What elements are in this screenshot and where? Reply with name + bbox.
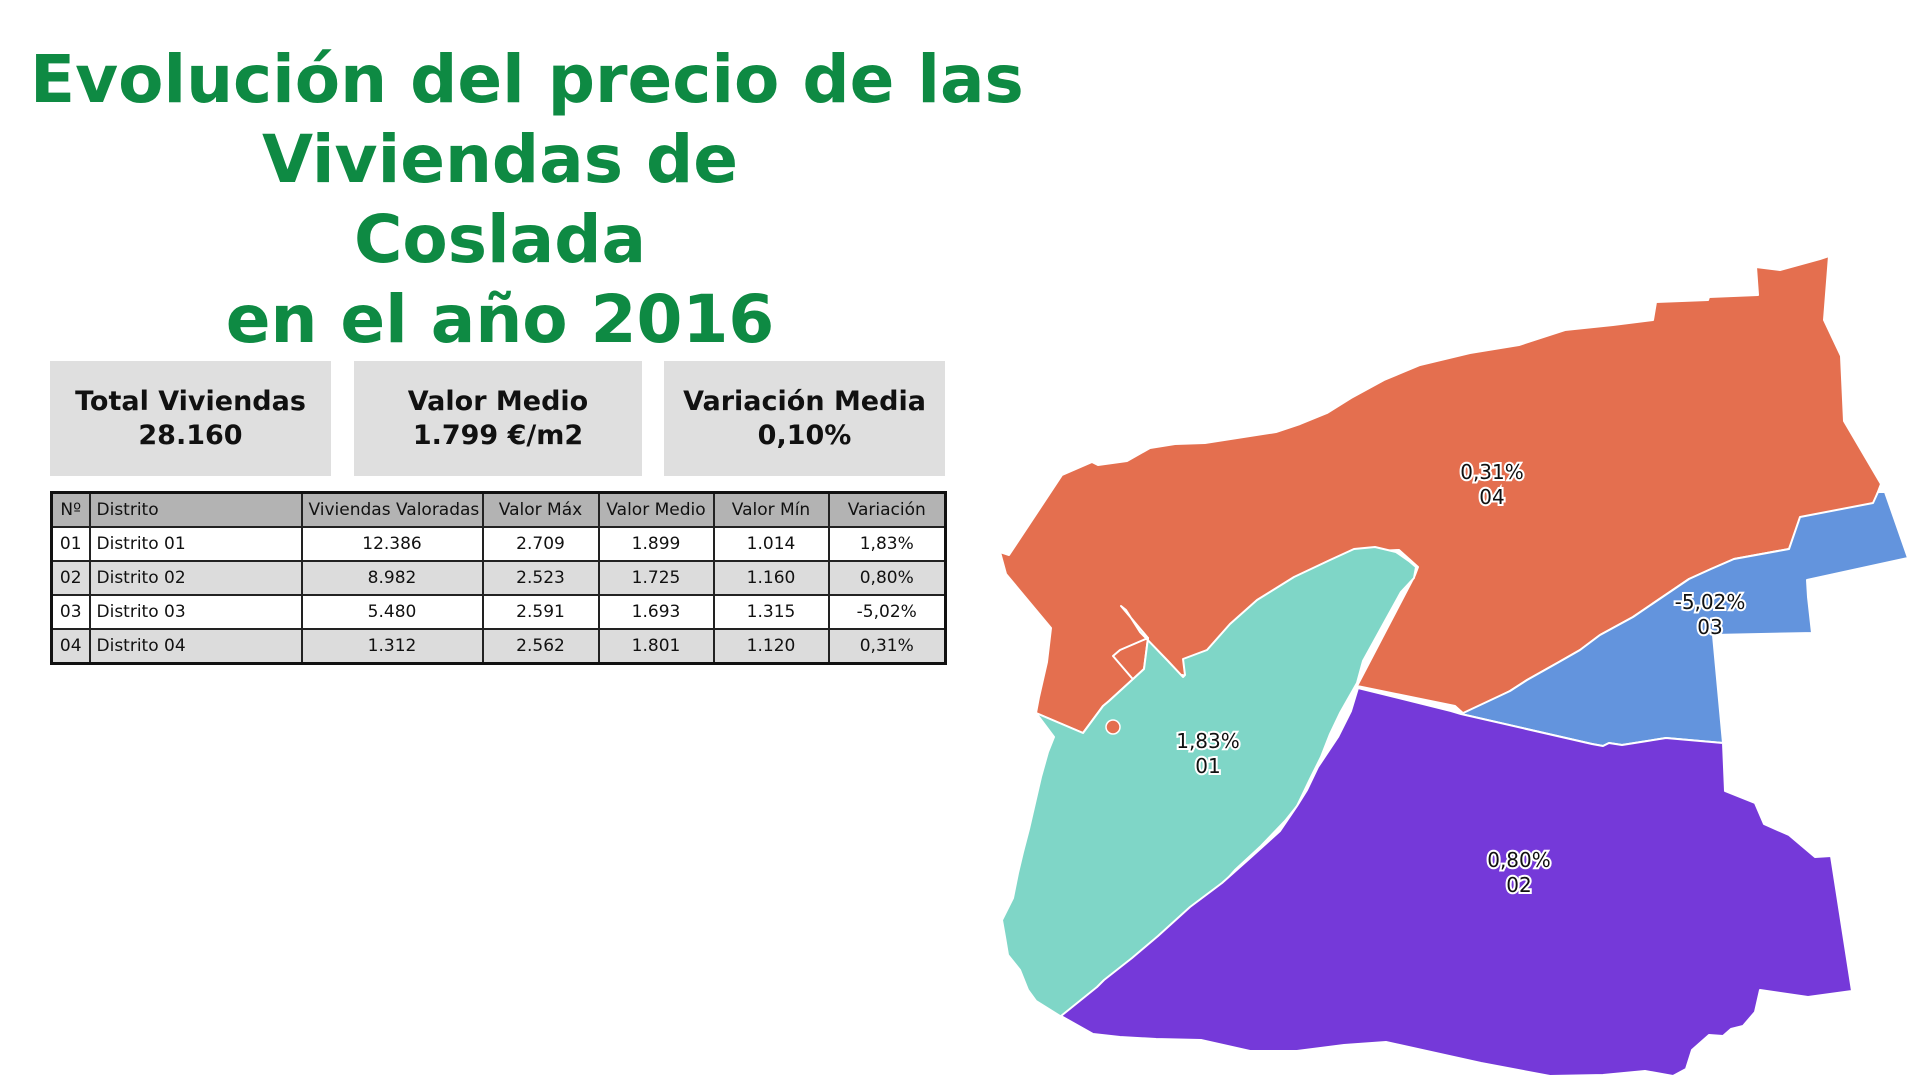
cell-num: 02	[50, 560, 91, 596]
cell-viviendas: 1.312	[300, 628, 484, 665]
table-header-row: Nº Distrito Viviendas Valoradas Valor Má…	[50, 491, 947, 528]
cell-variacion: 0,31%	[827, 628, 947, 665]
map-labels: 0,31% 04 -5,02% 03 1,83% 01 0,80% 02	[1174, 458, 1747, 899]
stat-valor-medio: Valor Medio 1.799 €/m2	[354, 361, 642, 476]
cell-valor-max: 2.562	[481, 628, 600, 665]
cell-valor-max: 2.709	[481, 526, 600, 562]
map-label-code-01: 01	[1195, 754, 1220, 778]
cell-valor-medio: 1.693	[597, 594, 715, 630]
page-title: Evolución del precio de las Viviendas de…	[30, 40, 1024, 360]
cell-variacion: -5,02%	[827, 594, 947, 630]
title-line-1: Evolución del precio de las	[30, 41, 1024, 118]
cell-valor-medio: 1.801	[597, 628, 715, 665]
title-line-3: Coslada	[353, 201, 646, 278]
header-variacion: Variación	[827, 491, 947, 528]
table-row: 04 Distrito 04 1.312 2.562 1.801 1.120 0…	[50, 628, 947, 665]
header-valor-min: Valor Mín	[712, 491, 830, 528]
map-label-variation-04: 0,31%	[1460, 460, 1524, 484]
cell-distrito: Distrito 03	[88, 594, 303, 630]
cell-valor-min: 1.160	[712, 560, 830, 596]
cell-distrito: Distrito 04	[88, 628, 303, 665]
header-valor-medio: Valor Medio	[597, 491, 715, 528]
map-label-code-02: 02	[1506, 873, 1531, 897]
map-label-variation-02: 0,80%	[1487, 848, 1551, 872]
stat-label: Valor Medio	[407, 385, 589, 417]
stat-total-viviendas: Total Viviendas 28.160	[50, 361, 331, 476]
stat-label: Variación Media	[683, 385, 926, 417]
header-valor-max: Valor Máx	[481, 491, 600, 528]
cell-num: 03	[50, 594, 91, 630]
stat-value: 28.160	[138, 419, 243, 451]
table-row: 02 Distrito 02 8.982 2.523 1.725 1.160 0…	[50, 560, 947, 596]
map-label-code-04: 04	[1479, 485, 1504, 509]
district-02-region	[1060, 687, 1853, 1077]
cell-viviendas: 12.386	[300, 526, 484, 562]
stat-value: 1.799 €/m2	[412, 419, 584, 451]
cell-valor-min: 1.014	[712, 526, 830, 562]
stat-variacion-media: Variación Media 0,10%	[664, 361, 945, 476]
road-roundabout-marker	[1105, 719, 1121, 735]
table-row: 01 Distrito 01 12.386 2.709 1.899 1.014 …	[50, 526, 947, 562]
cell-distrito: Distrito 01	[88, 526, 303, 562]
cell-valor-max: 2.523	[481, 560, 600, 596]
cell-variacion: 1,83%	[827, 526, 947, 562]
map-label-code-03: 03	[1697, 615, 1722, 639]
map-label-variation-03: -5,02%	[1675, 590, 1746, 614]
district-01-region	[1001, 546, 1417, 1019]
table-row: 03 Distrito 03 5.480 2.591 1.693 1.315 -…	[50, 594, 947, 630]
cell-valor-max: 2.591	[481, 594, 600, 630]
header-num: Nº	[50, 491, 91, 528]
district-04-region	[999, 255, 1882, 734]
stat-label: Total Viviendas	[75, 385, 306, 417]
header-distrito: Distrito	[88, 491, 303, 528]
cell-variacion: 0,80%	[827, 560, 947, 596]
title-line-2: Viviendas de	[262, 121, 738, 198]
cell-valor-min: 1.120	[712, 628, 830, 665]
districts-table: Nº Distrito Viviendas Valoradas Valor Má…	[50, 491, 947, 665]
cell-distrito: Distrito 02	[88, 560, 303, 596]
cell-viviendas: 5.480	[300, 594, 484, 630]
header-viviendas: Viviendas Valoradas	[300, 491, 484, 528]
stat-value: 0,10%	[757, 419, 852, 451]
cell-viviendas: 8.982	[300, 560, 484, 596]
map-label-variation-01: 1,83%	[1176, 729, 1240, 753]
title-line-4: en el año 2016	[225, 281, 775, 358]
cell-num: 01	[50, 526, 91, 562]
cell-valor-medio: 1.899	[597, 526, 715, 562]
cell-valor-medio: 1.725	[597, 560, 715, 596]
cell-num: 04	[50, 628, 91, 665]
cell-valor-min: 1.315	[712, 594, 830, 630]
